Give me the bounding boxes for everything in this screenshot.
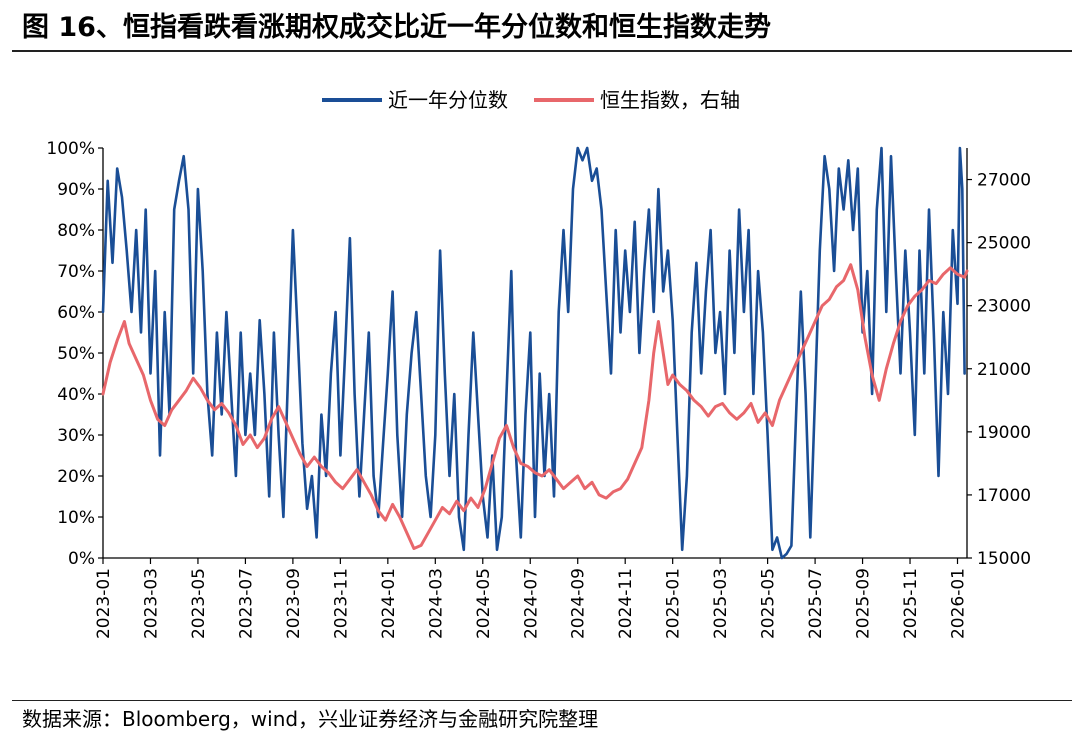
right-tick-label: 15000 (977, 549, 1031, 569)
right-tick-label: 27000 (977, 171, 1031, 191)
x-tick-label: 2023-07 (236, 568, 256, 639)
right-tick-label: 23000 (977, 297, 1031, 317)
x-tick-label: 2024-03 (426, 568, 446, 639)
source-note: 数据来源：Bloomberg，wind，兴业证券经济与金融研究院整理 (22, 707, 599, 731)
right-tick-label: 17000 (977, 486, 1031, 506)
x-tick-label: 2024-09 (569, 568, 589, 639)
x-tick-label: 2025-09 (854, 568, 874, 639)
x-tick-label: 2025-07 (806, 568, 826, 639)
figure-title: 图 16、恒指看跌看涨期权成交比近一年分位数和恒生指数走势 (22, 12, 771, 43)
left-tick-label: 40% (57, 385, 95, 405)
x-tick-label: 2023-09 (284, 568, 304, 639)
series-group (101, 146, 969, 560)
x-tick-label: 2026-01 (949, 568, 969, 639)
left-tick-label: 10% (57, 508, 95, 528)
right-tick-label: 21000 (977, 360, 1031, 380)
right-tick-label: 25000 (977, 234, 1031, 254)
x-tick-label: 2025-05 (759, 568, 779, 639)
x-tick-label: 2023-03 (141, 568, 161, 639)
left-tick-label: 30% (57, 426, 95, 446)
x-tick-label: 2023-11 (331, 568, 351, 639)
left-tick-label: 60% (57, 303, 95, 323)
left-tick-label: 20% (57, 467, 95, 487)
axes: 0% 10% 20% 30% 40% 50% 60% 70% 80% 90% 100% 15000 17… (46, 139, 1031, 639)
hsi-index-line (101, 263, 969, 550)
left-tick-label: 80% (57, 221, 95, 241)
x-tick-label: 2024-05 (474, 568, 494, 639)
x-tick-label: 2024-07 (521, 568, 541, 639)
x-tick-label: 2025-03 (711, 568, 731, 639)
x-tick-label: 2024-11 (616, 568, 636, 639)
left-tick-label: 70% (57, 262, 95, 282)
title-rule (12, 50, 1072, 52)
left-tick-label: 90% (57, 180, 95, 200)
left-tick-label: 50% (57, 344, 95, 364)
left-tick-label: 0% (68, 549, 95, 569)
left-tick-label: 100% (46, 139, 95, 159)
x-tick-label: 2023-01 (94, 568, 114, 639)
x-tick-label: 2025-11 (901, 568, 921, 639)
legend-label: 恒生指数，右轴 (600, 88, 740, 112)
x-tick-label: 2024-01 (379, 568, 399, 639)
x-tick-label: 2025-01 (664, 568, 684, 639)
right-tick-label: 19000 (977, 423, 1031, 443)
legend: 近一年分位数 恒生指数，右轴 (322, 88, 740, 112)
source-rule (12, 700, 1072, 701)
x-tick-label: 2023-05 (189, 568, 209, 639)
legend-label: 近一年分位数 (388, 88, 508, 112)
percentile-line (101, 146, 966, 560)
